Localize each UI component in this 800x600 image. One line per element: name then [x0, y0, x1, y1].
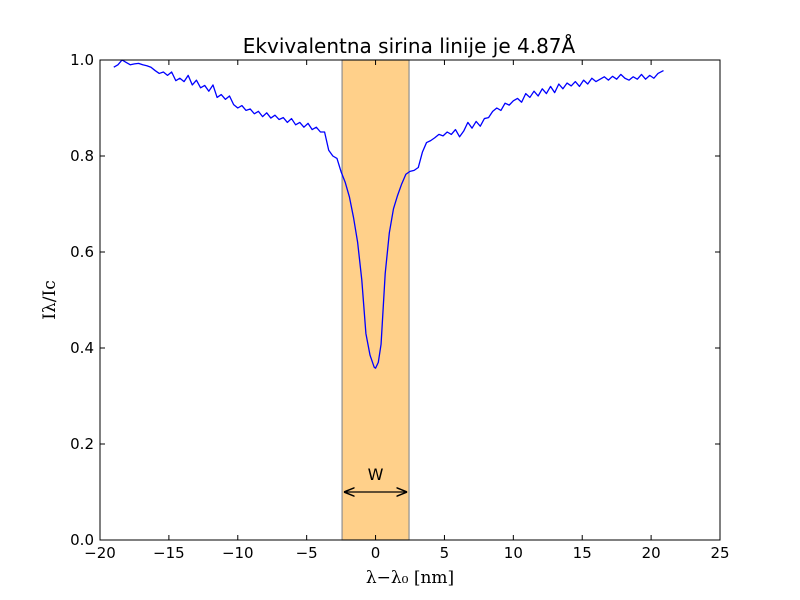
y-tick-label: 0.6 — [70, 243, 94, 261]
chart-title: Ekvivalentna sirina linije je 4.87Å — [243, 34, 576, 58]
y-tick-label: 0.0 — [70, 531, 94, 549]
y-axis-label: Iλ/Ic — [40, 280, 60, 319]
x-tick-label: −15 — [153, 544, 185, 562]
x-tick-label: −10 — [222, 544, 254, 562]
y-tick-label: 0.2 — [70, 435, 94, 453]
series-layer — [113, 59, 664, 369]
x-axis-label: λ−λ₀ [nm] — [366, 568, 454, 588]
x-tick-label: 15 — [573, 544, 592, 562]
x-tick-label: 10 — [504, 544, 523, 562]
x-tick-label: −20 — [84, 544, 116, 562]
series-line-0 — [113, 59, 664, 369]
x-tick-label: 5 — [440, 544, 450, 562]
plot-area — [100, 60, 720, 540]
width-annotation: W — [343, 465, 408, 492]
width-annotation-label: W — [368, 465, 384, 484]
y-axis-ticks: 0.0 0.2 0.4 0.6 0.8 1.0 — [70, 51, 720, 549]
x-axis-ticks: −20 −15 −10 −5 0 5 10 15 20 25 — [84, 60, 730, 562]
x-tick-label: 25 — [710, 544, 729, 562]
x-tick-label: 20 — [642, 544, 661, 562]
x-tick-label: −5 — [296, 544, 318, 562]
axes-frame — [99, 59, 721, 541]
y-tick-label: 0.8 — [70, 147, 94, 165]
y-tick-label: 1.0 — [70, 51, 94, 69]
x-tick-label: 0 — [371, 544, 381, 562]
y-tick-label: 0.4 — [70, 339, 94, 357]
equivalent-width-band — [341, 59, 410, 541]
equivalent-width-band-layer — [341, 59, 410, 541]
